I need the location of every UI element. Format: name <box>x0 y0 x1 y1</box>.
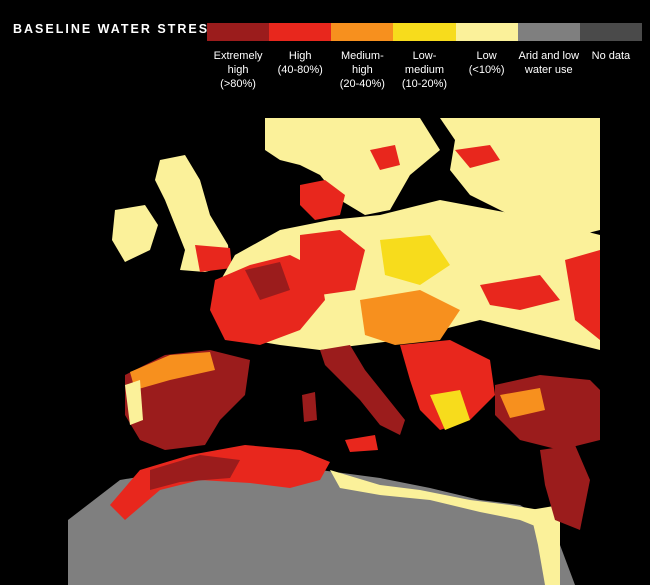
france-dark <box>245 262 290 300</box>
nile-valley <box>530 505 560 585</box>
denmark <box>300 180 345 220</box>
finland-red-patch <box>455 145 500 168</box>
legend-label-medium-high: Medium- high (20-40%) <box>339 50 385 90</box>
central-europe-orange <box>360 290 460 345</box>
greece-yellow <box>430 390 470 430</box>
legend-label-arid: Arid and low water use <box>518 50 580 76</box>
legend-color-bar <box>207 23 642 41</box>
legend-swatch-no-data <box>579 23 642 41</box>
iberia-orange-north <box>130 352 215 390</box>
france-red <box>210 255 325 345</box>
england-south <box>195 245 232 272</box>
russia-south-red <box>565 250 600 340</box>
italian-peninsula <box>320 345 405 435</box>
legend-swatch-low-medium <box>393 23 456 41</box>
sardinia <box>302 392 317 422</box>
legend-swatch-medium-high <box>331 23 394 41</box>
legend-swatch-extremely-high <box>207 23 270 41</box>
turkey-orange <box>500 388 545 418</box>
legend-label-low-medium: Low- medium (10-20%) <box>401 50 448 90</box>
scandinavia <box>265 118 440 215</box>
eastern-europe-yellow <box>380 235 450 285</box>
germany-red <box>300 230 365 295</box>
north-africa-coast <box>110 445 330 520</box>
legend-labels: Extremely high (>80%) High (40-80%) Medium… <box>207 49 642 91</box>
legend-label-extremely-high: Extremely high (>80%) <box>213 50 263 90</box>
legend-swatch-high <box>269 23 332 41</box>
ireland <box>112 205 158 262</box>
sicily <box>345 435 378 452</box>
legend-swatch-arid <box>517 23 580 41</box>
ukraine-red <box>480 275 560 310</box>
legend-label-high: High (40-80%) <box>277 50 323 76</box>
legend-label-no-data: No data <box>591 50 631 62</box>
north-africa-coast-east <box>330 470 545 530</box>
legend-title: BASELINE WATER STRESS <box>13 22 220 36</box>
north-africa-dark-patch <box>150 455 240 490</box>
legend-swatch-low <box>455 23 518 41</box>
great-britain <box>155 155 230 272</box>
legend-label-low: Low (<10%) <box>468 50 505 76</box>
levant <box>540 445 590 530</box>
portugal-yellow <box>125 380 143 425</box>
balkans <box>400 340 495 430</box>
scandinavia-red-patch <box>370 145 400 170</box>
